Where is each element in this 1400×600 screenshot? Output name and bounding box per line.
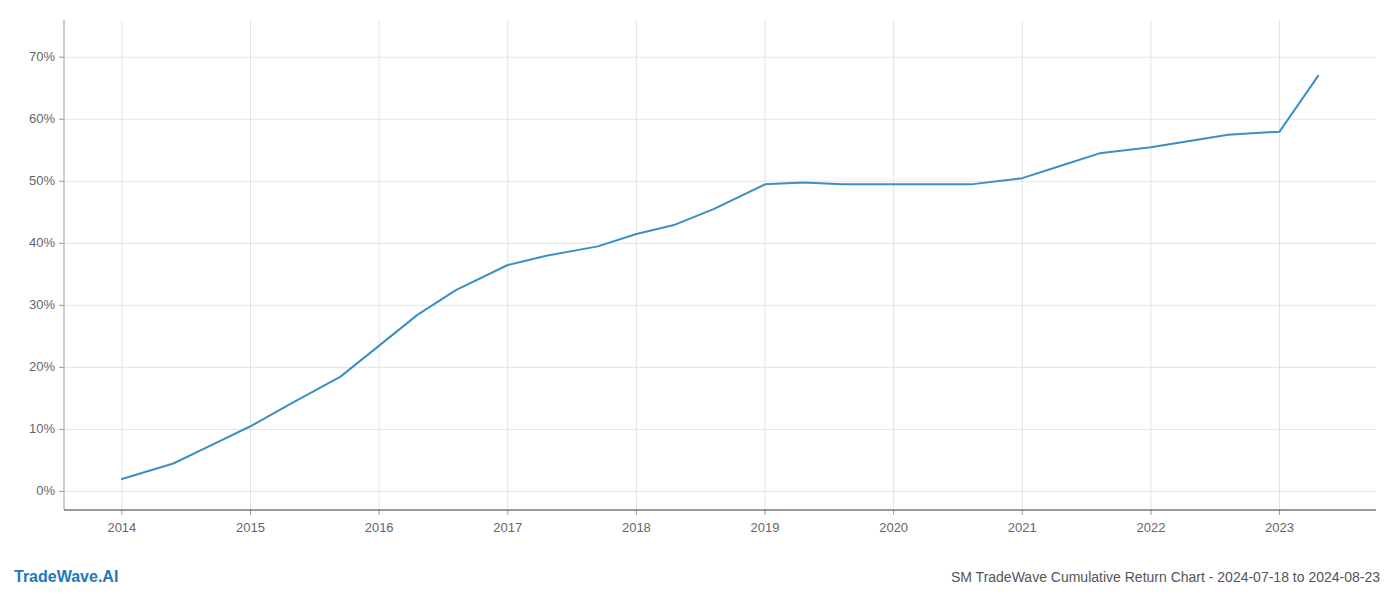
line (122, 76, 1318, 479)
x-tick (379, 510, 380, 515)
x-tick (1022, 510, 1023, 515)
title: SM TradeWave Cumulative Return Chart - 2… (951, 569, 1380, 585)
y-tick-label: 20% (29, 359, 55, 374)
x-tick-label: 2018 (622, 520, 651, 535)
watermark: TradeWave.AI (14, 568, 118, 585)
y-tick-label: 10% (29, 421, 55, 436)
y-tick-label: 0% (36, 483, 55, 498)
y-grid-line (64, 243, 1376, 244)
grid (64, 20, 1376, 510)
y-grid-line (64, 57, 1376, 58)
series-group (122, 76, 1318, 479)
x-grid-line (636, 20, 637, 510)
y-tick (59, 429, 64, 430)
x-grid-line (121, 20, 122, 510)
y-tick (59, 57, 64, 58)
x-grid-line (893, 20, 894, 510)
x-tick (636, 510, 637, 515)
y-grid-line (64, 119, 1376, 120)
x-tick-label: 2022 (1136, 520, 1165, 535)
x-grid-line (250, 20, 251, 510)
x-tick (1150, 510, 1151, 515)
axes: 0% 10% 20% 30% 40% 50% 60% 70% 2014 2015 2016 2017 2… (29, 20, 1376, 535)
x-grid-line (765, 20, 766, 510)
x-grid-line (1150, 20, 1151, 510)
x-tick-label: 2020 (879, 520, 908, 535)
x-tick-label: 2016 (365, 520, 394, 535)
x-tick-label: 2021 (1008, 520, 1037, 535)
y-tick (59, 367, 64, 368)
x-tick (1279, 510, 1280, 515)
y-grid-line (64, 367, 1376, 368)
y-tick (59, 243, 64, 244)
y-tick (59, 305, 64, 306)
y-tick (59, 491, 64, 492)
y-tick-label: 40% (29, 235, 55, 250)
x-grid-line (1022, 20, 1023, 510)
y-grid-line (64, 491, 1376, 492)
y-axis-line (64, 20, 65, 510)
x-tick-label: 2017 (493, 520, 522, 535)
y-grid-line (64, 305, 1376, 306)
x-tick (250, 510, 251, 515)
y-tick-label: 60% (29, 111, 55, 126)
background (0, 0, 1400, 600)
y-tick-label: 70% (29, 49, 55, 64)
x-tick (121, 510, 122, 515)
x-tick-label: 2023 (1265, 520, 1294, 535)
x-tick-label: 2015 (236, 520, 265, 535)
x-tick (507, 510, 508, 515)
y-tick (59, 181, 64, 182)
x-tick-label: 2019 (751, 520, 780, 535)
x-tick-label: 2014 (107, 520, 136, 535)
y-tick-label: 50% (29, 173, 55, 188)
x-tick (893, 510, 894, 515)
x-axis-line (64, 509, 1376, 510)
y-tick-label: 30% (29, 297, 55, 312)
x-tick (765, 510, 766, 515)
chart: 0% 10% 20% 30% 40% 50% 60% 70% 2014 2015 2016 2017 2… (0, 0, 1400, 600)
y-grid-line (64, 429, 1376, 430)
y-tick (59, 119, 64, 120)
x-grid-line (379, 20, 380, 510)
y-grid-line (64, 181, 1376, 182)
x-grid-line (1279, 20, 1280, 510)
